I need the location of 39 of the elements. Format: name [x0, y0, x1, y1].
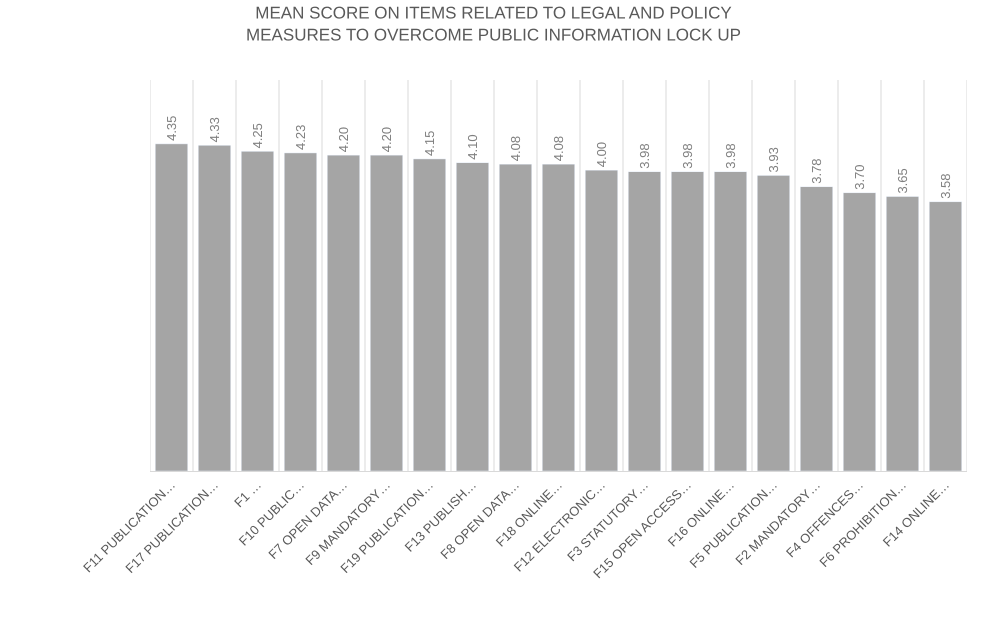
- bar: [628, 171, 661, 471]
- data-label: 4.10: [465, 134, 480, 160]
- bar: [499, 164, 532, 471]
- data-label: 3.98: [723, 143, 738, 169]
- bar: [800, 186, 833, 471]
- chart-title: MEAN SCORE ON ITEMS RELATED TO LEGAL AND POLICY MEASURES TO OVERCOME PUBLIC INFORMATION LOCK UP: [246, 4, 741, 45]
- bar: [542, 164, 575, 471]
- data-label: 3.98: [680, 143, 696, 169]
- bar: [155, 144, 188, 471]
- data-label: 4.08: [508, 136, 524, 162]
- bar: [413, 158, 446, 471]
- data-label: 4.33: [207, 117, 222, 142]
- data-label: 3.65: [895, 168, 910, 194]
- bar: [456, 162, 489, 471]
- bar: [585, 170, 618, 471]
- data-label: 4.08: [551, 136, 566, 162]
- data-label: 3.58: [938, 173, 954, 199]
- data-label: 4.15: [422, 130, 438, 156]
- data-label: 3.70: [852, 164, 868, 190]
- data-label: 4.20: [336, 126, 352, 152]
- bar: [671, 171, 704, 471]
- data-label: 4.00: [594, 142, 610, 168]
- data-label: 4.23: [293, 124, 308, 150]
- data-label: 4.35: [164, 116, 180, 141]
- bar: [370, 154, 403, 471]
- data-label: 3.93: [766, 147, 782, 172]
- data-label: 3.78: [809, 158, 824, 184]
- bar: [757, 175, 790, 471]
- bar: [241, 151, 274, 471]
- bar: [198, 145, 231, 471]
- data-label: 4.20: [379, 126, 394, 152]
- bar: [327, 154, 360, 471]
- bar: [843, 192, 876, 471]
- bar: [886, 196, 919, 471]
- bar: [714, 171, 747, 471]
- bar: [284, 152, 317, 471]
- data-label: 3.98: [637, 143, 652, 169]
- data-label: 4.25: [250, 123, 266, 148]
- bar: [929, 202, 962, 471]
